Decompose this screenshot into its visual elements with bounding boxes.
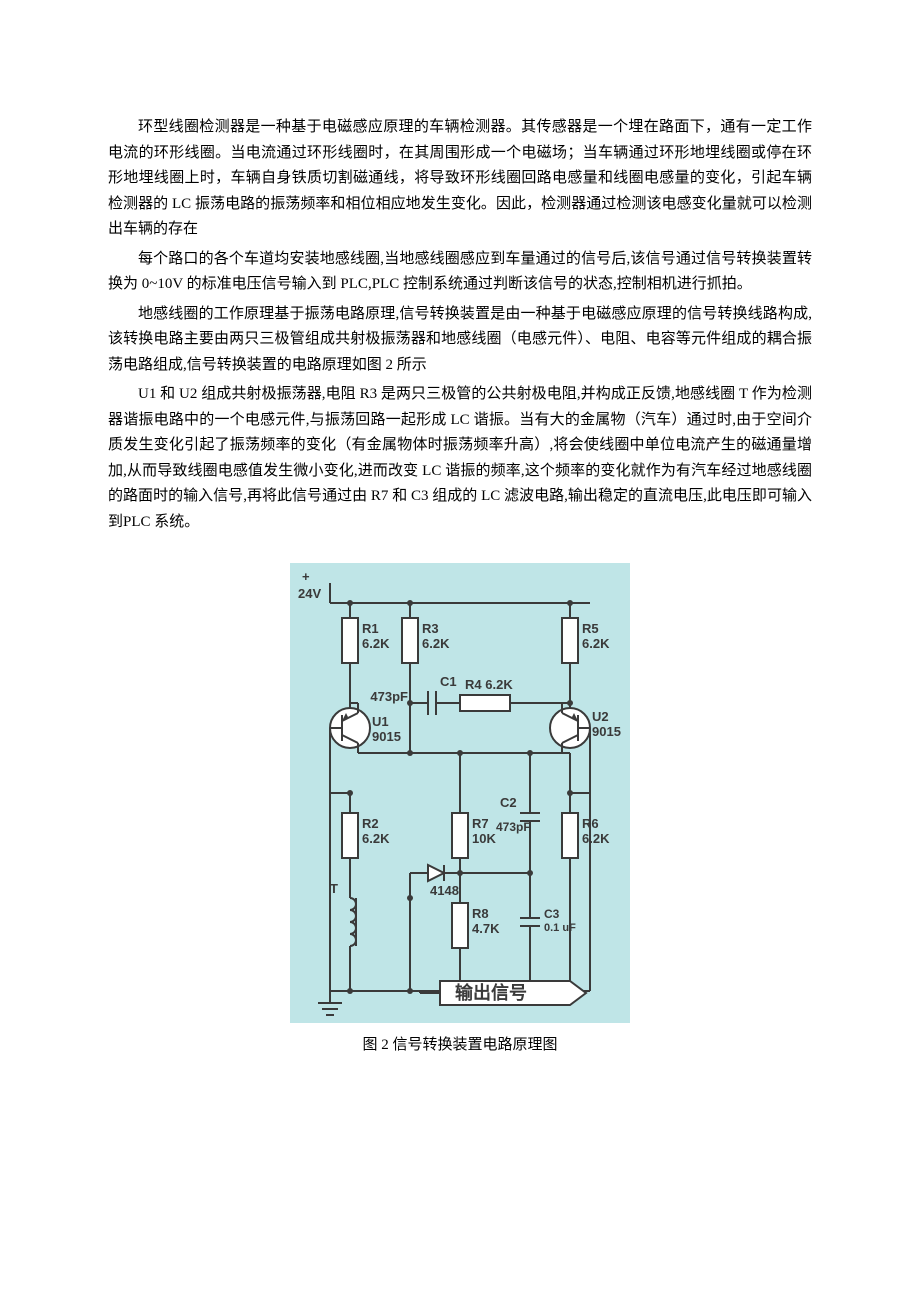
r8-value: 4.7K: [472, 921, 500, 936]
r7-name: R7: [472, 816, 489, 831]
schematic-svg: + 24V R1 6.2K R3 6.2K R5 6.: [290, 563, 630, 1023]
c2-value: 473pF: [496, 820, 531, 834]
paragraph-2: 每个路口的各个车道均安装地感线圈,当地感线圈感应到车量通过的信号后,该信号通过信…: [108, 247, 812, 298]
r2-name: R2: [362, 816, 379, 831]
r1: [342, 618, 358, 663]
output-label: 输出信号: [455, 982, 527, 1003]
r8: [452, 903, 468, 948]
u2-name: U2: [592, 709, 609, 724]
t-name: T: [330, 881, 338, 896]
c3-value: 0.1 uF: [544, 922, 576, 934]
vcc-label: 24V: [298, 586, 321, 601]
r5: [562, 618, 578, 663]
r3-value: 6.2K: [422, 636, 450, 651]
r5-name: R5: [582, 621, 599, 636]
paragraph-4: U1 和 U2 组成共射极振荡器,电阻 R3 是两只三极管的公共射极电阻,并构成…: [108, 382, 812, 535]
output-signal: 输出信号: [440, 981, 586, 1005]
r2-value: 6.2K: [362, 831, 390, 846]
schematic-diagram: + 24V R1 6.2K R3 6.2K R5 6.: [290, 563, 630, 1023]
vcc-plus: +: [302, 569, 310, 584]
figure-caption: 图 2 信号转换装置电路原理图: [108, 1033, 812, 1059]
r1-value: 6.2K: [362, 636, 390, 651]
r2: [342, 813, 358, 858]
r8-name: R8: [472, 906, 489, 921]
r7: [452, 813, 468, 858]
r3-name: R3: [422, 621, 439, 636]
r5-value: 6.2K: [582, 636, 610, 651]
u1-name: U1: [372, 714, 389, 729]
r6-name: R6: [582, 816, 599, 831]
r7-value: 10K: [472, 831, 496, 846]
r4: [460, 695, 510, 711]
paragraph-3: 地感线圈的工作原理基于振荡电路原理,信号转换装置是由一种基于电磁感应原理的信号转…: [108, 302, 812, 379]
c1-name: C1: [440, 674, 457, 689]
c1-value: 473pF: [370, 689, 408, 704]
r1-name: R1: [362, 621, 379, 636]
r6: [562, 813, 578, 858]
c3-name: C3: [544, 907, 560, 921]
u2-value: 9015: [592, 724, 621, 739]
d1-name: 4148: [430, 883, 459, 898]
u1-value: 9015: [372, 729, 401, 744]
r4-label: R4 6.2K: [465, 677, 513, 692]
c2-name: C2: [500, 795, 517, 810]
r6-value: 6.2K: [582, 831, 610, 846]
r3: [402, 618, 418, 663]
paragraph-1: 环型线圈检测器是一种基于电磁感应原理的车辆检测器。其传感器是一个埋在路面下，通有…: [108, 115, 812, 243]
